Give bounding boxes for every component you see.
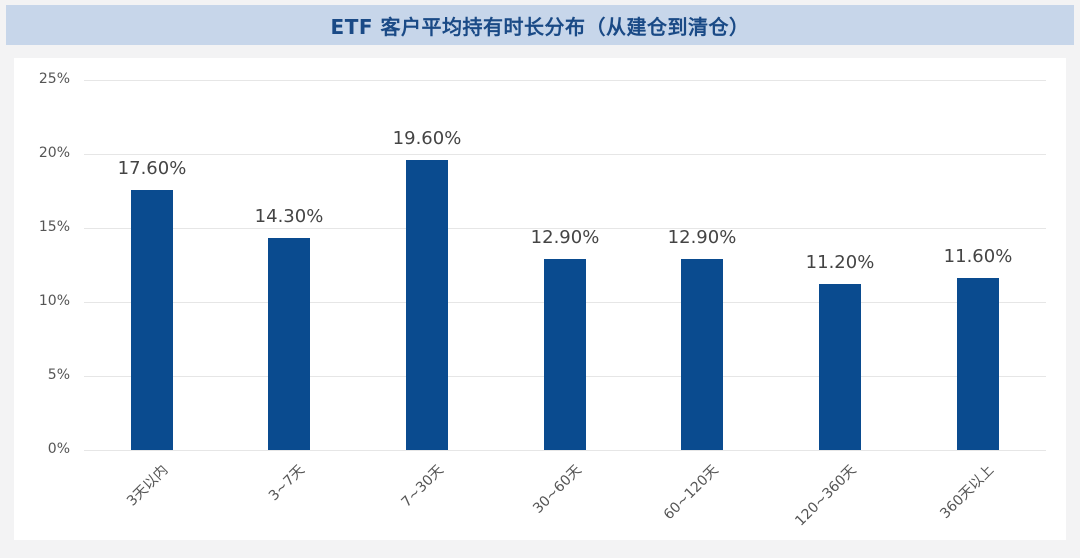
data-label: 19.60% bbox=[392, 128, 462, 149]
y-tick-label: 10% bbox=[38, 293, 70, 309]
chart-panel bbox=[14, 58, 1066, 540]
chart-title: ETF 客户平均持有时长分布（从建仓到清仓） bbox=[330, 14, 750, 39]
y-tick-label: 25% bbox=[38, 71, 70, 87]
x-tick-label: 3天以内 bbox=[124, 462, 172, 510]
y-tick-label: 20% bbox=[38, 145, 70, 161]
bar bbox=[681, 259, 723, 450]
data-label: 11.20% bbox=[805, 252, 875, 273]
bar bbox=[544, 259, 586, 450]
bar bbox=[131, 190, 173, 450]
gridline bbox=[84, 154, 1046, 155]
chart-title-bar: ETF 客户平均持有时长分布（从建仓到清仓） bbox=[6, 5, 1074, 45]
bar bbox=[957, 278, 999, 450]
x-tick-label: 7~30天 bbox=[398, 462, 447, 511]
data-label: 11.60% bbox=[943, 246, 1013, 267]
data-label: 12.90% bbox=[667, 227, 737, 248]
bar bbox=[819, 284, 861, 450]
data-label: 12.90% bbox=[530, 227, 600, 248]
gridline bbox=[84, 450, 1046, 451]
x-tick-label: 60~120天 bbox=[660, 462, 722, 524]
x-tick-label: 30~60天 bbox=[529, 462, 585, 517]
x-tick-label: 360天以上 bbox=[937, 462, 998, 523]
data-label: 14.30% bbox=[254, 206, 324, 227]
x-tick-label: 120~360天 bbox=[792, 462, 860, 530]
gridline bbox=[84, 228, 1046, 229]
y-tick-label: 15% bbox=[38, 219, 70, 235]
y-tick-label: 0% bbox=[47, 441, 70, 457]
x-tick-label: 3~7天 bbox=[266, 462, 309, 505]
data-label: 17.60% bbox=[117, 158, 187, 179]
y-tick-label: 5% bbox=[47, 367, 70, 383]
bar bbox=[268, 238, 310, 450]
gridline bbox=[84, 80, 1046, 81]
bar bbox=[406, 160, 448, 450]
